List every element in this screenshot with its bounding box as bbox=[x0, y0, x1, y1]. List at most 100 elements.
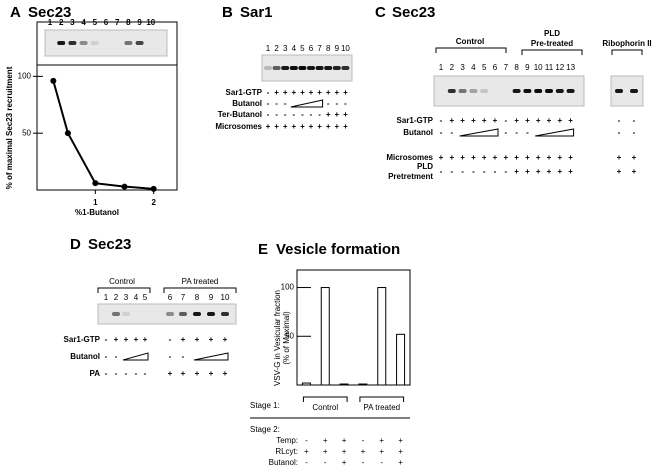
group-label: Control bbox=[312, 403, 338, 412]
bracket bbox=[435, 47, 507, 53]
sign: + bbox=[449, 116, 454, 125]
sign: + bbox=[342, 447, 347, 456]
sign: + bbox=[283, 122, 288, 131]
panel-letter: C bbox=[375, 4, 386, 21]
lane-label: 9 bbox=[525, 63, 530, 72]
point bbox=[64, 130, 71, 137]
sign: - bbox=[135, 369, 138, 378]
row-label: Sar1-GTP bbox=[397, 116, 434, 125]
y-tick-label: 100 bbox=[281, 283, 295, 292]
sign: + bbox=[304, 447, 309, 456]
sign: + bbox=[124, 335, 129, 344]
lane-label: 8 bbox=[126, 18, 131, 27]
sign: - bbox=[105, 369, 108, 378]
lane-label: 10 bbox=[146, 18, 155, 27]
sign: - bbox=[267, 88, 270, 97]
sign: + bbox=[379, 447, 384, 456]
point bbox=[92, 180, 99, 187]
sign: - bbox=[440, 167, 443, 176]
lane-label: 2 bbox=[450, 63, 455, 72]
lane-label: 10 bbox=[341, 44, 350, 53]
row-label: Butanol bbox=[232, 99, 262, 108]
wedge bbox=[193, 352, 229, 361]
sign: - bbox=[324, 458, 327, 467]
sign: - bbox=[526, 128, 529, 137]
lane-label: 4 bbox=[471, 63, 476, 72]
point bbox=[121, 183, 128, 190]
lane-label: 2 bbox=[59, 18, 64, 27]
lane-label: 6 bbox=[168, 293, 173, 302]
lane-label: 7 bbox=[317, 44, 322, 53]
sign: + bbox=[525, 153, 530, 162]
x-tick-label: 1 bbox=[93, 198, 98, 207]
gel-band bbox=[566, 89, 575, 93]
lane-label: 12 bbox=[555, 63, 564, 72]
sign: - bbox=[440, 128, 443, 137]
gel bbox=[44, 29, 168, 57]
point bbox=[50, 77, 57, 84]
lane-label: 5 bbox=[93, 18, 98, 27]
sign: + bbox=[557, 167, 562, 176]
sign: + bbox=[209, 335, 214, 344]
sign: + bbox=[283, 88, 288, 97]
y-tick-label: 100 bbox=[18, 71, 32, 80]
panel-title: Sec23 bbox=[88, 236, 131, 253]
sign: - bbox=[633, 128, 636, 137]
y-axis-label: (% of Maximal) bbox=[282, 311, 291, 365]
gel-band bbox=[469, 89, 478, 93]
bar bbox=[301, 382, 311, 386]
sign: - bbox=[305, 458, 308, 467]
sign: + bbox=[514, 167, 519, 176]
sign: + bbox=[326, 110, 331, 119]
sign: + bbox=[343, 122, 348, 131]
sign: + bbox=[134, 335, 139, 344]
row-label: Temp: bbox=[276, 436, 298, 445]
sign: + bbox=[525, 167, 530, 176]
panel-title: Sar1 bbox=[240, 4, 273, 21]
sign: + bbox=[536, 153, 541, 162]
gel-band bbox=[179, 312, 187, 316]
bracket bbox=[163, 287, 237, 293]
sign: + bbox=[398, 458, 403, 467]
wedge bbox=[290, 99, 324, 108]
wedge bbox=[459, 128, 499, 137]
sign: + bbox=[309, 122, 314, 131]
gel-band bbox=[289, 66, 298, 70]
sign: + bbox=[482, 153, 487, 162]
sign: - bbox=[169, 335, 172, 344]
sign: - bbox=[144, 369, 147, 378]
sign: - bbox=[267, 99, 270, 108]
bracket bbox=[521, 49, 583, 55]
sign: - bbox=[284, 99, 287, 108]
gel-band bbox=[166, 312, 174, 316]
sign: + bbox=[514, 153, 519, 162]
sign: + bbox=[291, 122, 296, 131]
row-label: Butanol bbox=[403, 128, 433, 137]
bracket bbox=[611, 49, 643, 55]
gel-band bbox=[57, 41, 66, 45]
lane-label: 4 bbox=[292, 44, 297, 53]
sign: + bbox=[266, 122, 271, 131]
group-label: PA treated bbox=[182, 277, 219, 286]
gel-band bbox=[534, 89, 543, 93]
sign: - bbox=[472, 167, 475, 176]
sign: - bbox=[267, 110, 270, 119]
gel-band bbox=[112, 312, 120, 316]
sign: - bbox=[310, 110, 313, 119]
panel-title: Sec23 bbox=[392, 4, 435, 21]
sign: - bbox=[284, 110, 287, 119]
gel-band bbox=[272, 66, 281, 70]
bracket bbox=[359, 396, 405, 402]
gel-band bbox=[124, 41, 133, 45]
y-axis-label: % of maximal Sec23 recruitment bbox=[5, 66, 14, 189]
sign: + bbox=[471, 116, 476, 125]
row-label: Butanol bbox=[70, 352, 100, 361]
row-label: RLcyt: bbox=[275, 447, 298, 456]
gel-band bbox=[79, 41, 88, 45]
sign: + bbox=[223, 335, 228, 344]
gel-band bbox=[512, 89, 521, 93]
sign: + bbox=[557, 116, 562, 125]
sign: + bbox=[195, 335, 200, 344]
sign: + bbox=[493, 116, 498, 125]
